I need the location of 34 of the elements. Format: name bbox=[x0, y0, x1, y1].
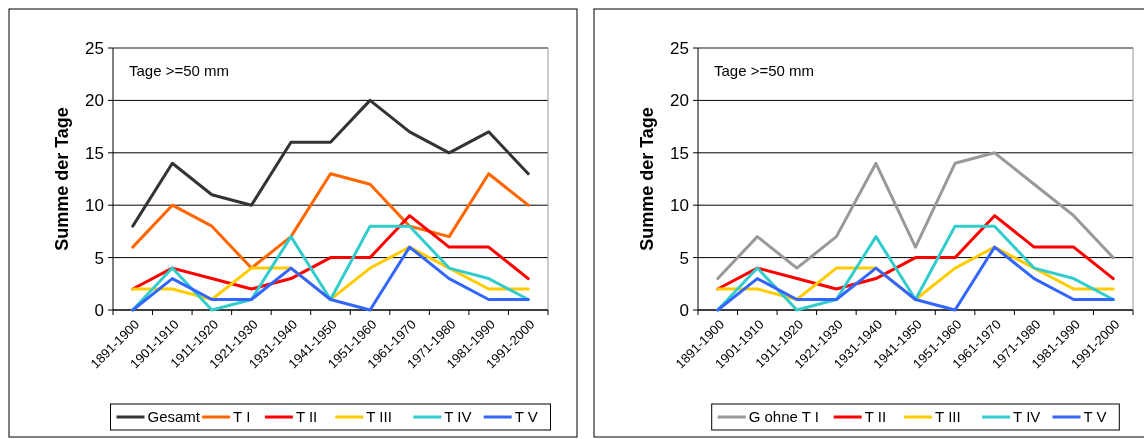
legend-label: T II bbox=[295, 408, 318, 426]
y-tick-label: 10 bbox=[670, 196, 689, 216]
y-tick-label: 10 bbox=[85, 196, 104, 216]
line-series bbox=[131, 98, 530, 228]
line-series bbox=[716, 224, 1115, 312]
annotation: Tage >=50 mm bbox=[714, 62, 815, 79]
y-tick-label: 5 bbox=[94, 248, 104, 268]
legend-label: T III bbox=[935, 408, 961, 426]
y-tick-label: 5 bbox=[679, 248, 689, 268]
y-tick-label: 25 bbox=[670, 38, 689, 58]
y-tick-label: 15 bbox=[670, 143, 689, 163]
line-series bbox=[131, 172, 530, 270]
y-tick-label: 25 bbox=[85, 38, 104, 58]
line-series bbox=[716, 151, 1115, 281]
line-series bbox=[131, 214, 530, 291]
y-tick-label: 0 bbox=[94, 300, 104, 320]
legend-label: Gesamt bbox=[147, 408, 201, 426]
y-tick-label: 15 bbox=[85, 143, 104, 163]
y-axis-title: Summe der Tage bbox=[637, 107, 657, 251]
line-series bbox=[716, 214, 1115, 291]
y-tick-label: 20 bbox=[670, 91, 689, 111]
legend-label: T IV bbox=[444, 408, 472, 426]
legend-label: T II bbox=[864, 408, 887, 426]
y-tick-label: 0 bbox=[679, 300, 689, 320]
y-axis-title: Summe der Tage bbox=[52, 107, 72, 251]
y-tick-label: 20 bbox=[85, 91, 104, 111]
legend-label: T V bbox=[514, 408, 538, 426]
line-series bbox=[131, 224, 530, 312]
legend-label: T III bbox=[366, 408, 392, 426]
legend-label: G ohne T I bbox=[748, 408, 820, 426]
legend-label: T V bbox=[1083, 408, 1107, 426]
legend-label: T I bbox=[233, 408, 251, 426]
legend-label: T IV bbox=[1013, 408, 1041, 426]
annotation: Tage >=50 mm bbox=[129, 62, 230, 79]
